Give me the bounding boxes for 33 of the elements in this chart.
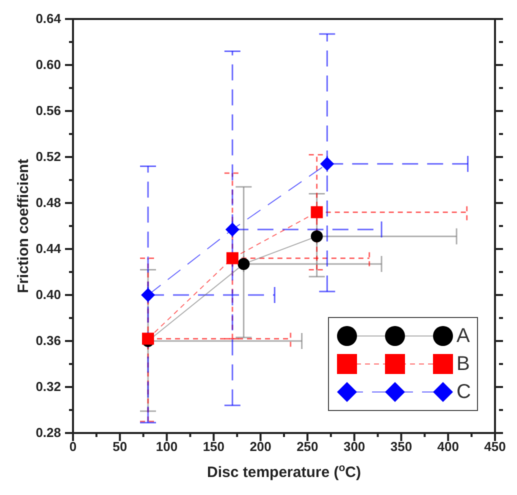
y-tick-label: 0.36 (36, 333, 61, 348)
x-tick-label: 400 (437, 439, 459, 454)
point (310, 206, 323, 218)
point (238, 258, 250, 270)
x-tick-label: 150 (202, 439, 225, 454)
y-tick-label: 0.44 (36, 241, 62, 256)
legend-label: C (456, 380, 471, 404)
legend-label: A (456, 324, 470, 348)
y-tick-label: 0.56 (36, 103, 61, 118)
point (320, 156, 334, 171)
x-tick-label: 0 (69, 439, 77, 454)
y-tick-label: 0.52 (36, 149, 61, 164)
x-tick-label: 450 (484, 439, 506, 454)
x-tick-label: 50 (112, 439, 128, 454)
legend-label: B (456, 352, 470, 376)
point (310, 230, 323, 242)
y-axis-title: Friction coefficient (15, 158, 32, 294)
y-tick-label: 0.60 (36, 57, 61, 72)
y-tick-label: 0.28 (36, 425, 61, 440)
y-tick-label: 0.64 (36, 11, 62, 26)
point (142, 332, 154, 345)
x-tick-label: 300 (343, 439, 366, 454)
x-tick-label: 350 (390, 439, 412, 454)
x-axis-title: Disc temperature ($^{o}$C) (207, 462, 361, 481)
x-tick-label: 100 (156, 439, 178, 454)
point (225, 222, 240, 236)
y-tick-label: 0.48 (36, 195, 61, 210)
point (226, 252, 238, 264)
x-tick-label: 250 (296, 439, 318, 454)
y-tick-label: 0.40 (36, 287, 61, 302)
y-tick-label: 0.32 (36, 379, 61, 394)
x-tick-label: 200 (250, 439, 272, 454)
point (141, 288, 156, 302)
